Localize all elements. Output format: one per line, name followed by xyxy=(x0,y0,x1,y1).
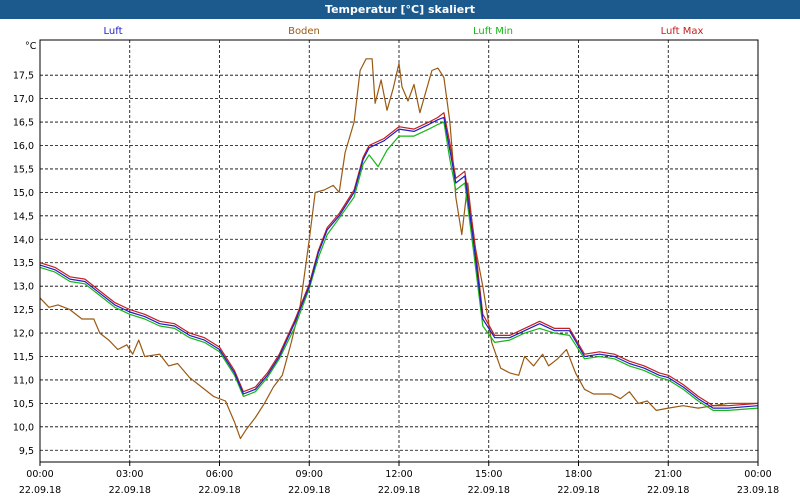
legend-boden: Boden xyxy=(288,26,320,37)
x-tick-time: 18:00 xyxy=(565,469,592,480)
y-tick-label: 14,0 xyxy=(13,235,34,246)
y-tick-label: 15,0 xyxy=(13,188,34,199)
x-tick-date: 22.09.18 xyxy=(198,485,240,496)
legend-luft-min: Luft Min xyxy=(473,26,513,37)
series-lines xyxy=(39,58,759,440)
x-tick-date: 22.09.18 xyxy=(378,485,420,496)
x-tick-date: 23.09.18 xyxy=(737,485,779,496)
y-tick-label: 11,0 xyxy=(13,375,34,386)
series-line-luft xyxy=(39,116,759,409)
x-tick-date: 22.09.18 xyxy=(647,485,689,496)
y-tick-label: 16,0 xyxy=(13,141,34,152)
y-tick-label: 12,0 xyxy=(13,329,34,340)
x-tick-time: 09:00 xyxy=(296,469,323,480)
x-tick-date: 22.09.18 xyxy=(109,485,151,496)
x-tick-date: 22.09.18 xyxy=(468,485,510,496)
legend-luft-max: Luft Max xyxy=(661,26,704,37)
y-tick-label: 15,5 xyxy=(13,164,34,175)
y-tick-label: 12,5 xyxy=(13,305,34,316)
y-tick-label: 16,5 xyxy=(13,118,34,129)
y-tick-label: 13,0 xyxy=(13,282,34,293)
x-tick-time: 15:00 xyxy=(475,469,502,480)
y-tick-label: 13,5 xyxy=(13,258,34,269)
x-tick-time: 12:00 xyxy=(385,469,412,480)
y-tick-label: 10,5 xyxy=(13,399,34,410)
y-tick-label: 9,5 xyxy=(19,446,34,457)
x-tick-time: 00:00 xyxy=(744,469,771,480)
x-tick-date: 22.09.18 xyxy=(557,485,599,496)
x-tick-time: 00:00 xyxy=(26,469,53,480)
y-tick-label: 17,0 xyxy=(13,94,34,105)
legend-luft: Luft xyxy=(104,26,123,37)
x-tick-date: 22.09.18 xyxy=(19,485,61,496)
axis-labels: 9,5 10,0 10,5 11,0 11,5 12,0 12,5 13,0 13,5 14,0 1… xyxy=(13,41,779,496)
y-tick-label: 17,5 xyxy=(13,71,34,82)
x-tick-time: 06:00 xyxy=(206,469,233,480)
window-title: Temperatur [°C] skaliert xyxy=(0,0,800,19)
y-tick-label: 10,0 xyxy=(13,422,34,433)
y-tick-label: 14,5 xyxy=(13,211,34,222)
grid-lines xyxy=(40,40,758,462)
x-tick-time: 21:00 xyxy=(655,469,682,480)
series-line-luft-max xyxy=(39,112,759,407)
series-line-luft-min xyxy=(39,121,759,411)
y-tick-label: 11,5 xyxy=(13,352,34,363)
y-axis-unit: °C xyxy=(25,41,37,52)
series-line-boden xyxy=(39,58,758,440)
x-tick-date: 22.09.18 xyxy=(288,485,330,496)
x-tick-time: 03:00 xyxy=(116,469,143,480)
legend: Luft Boden Luft Min Luft Max xyxy=(104,26,704,37)
